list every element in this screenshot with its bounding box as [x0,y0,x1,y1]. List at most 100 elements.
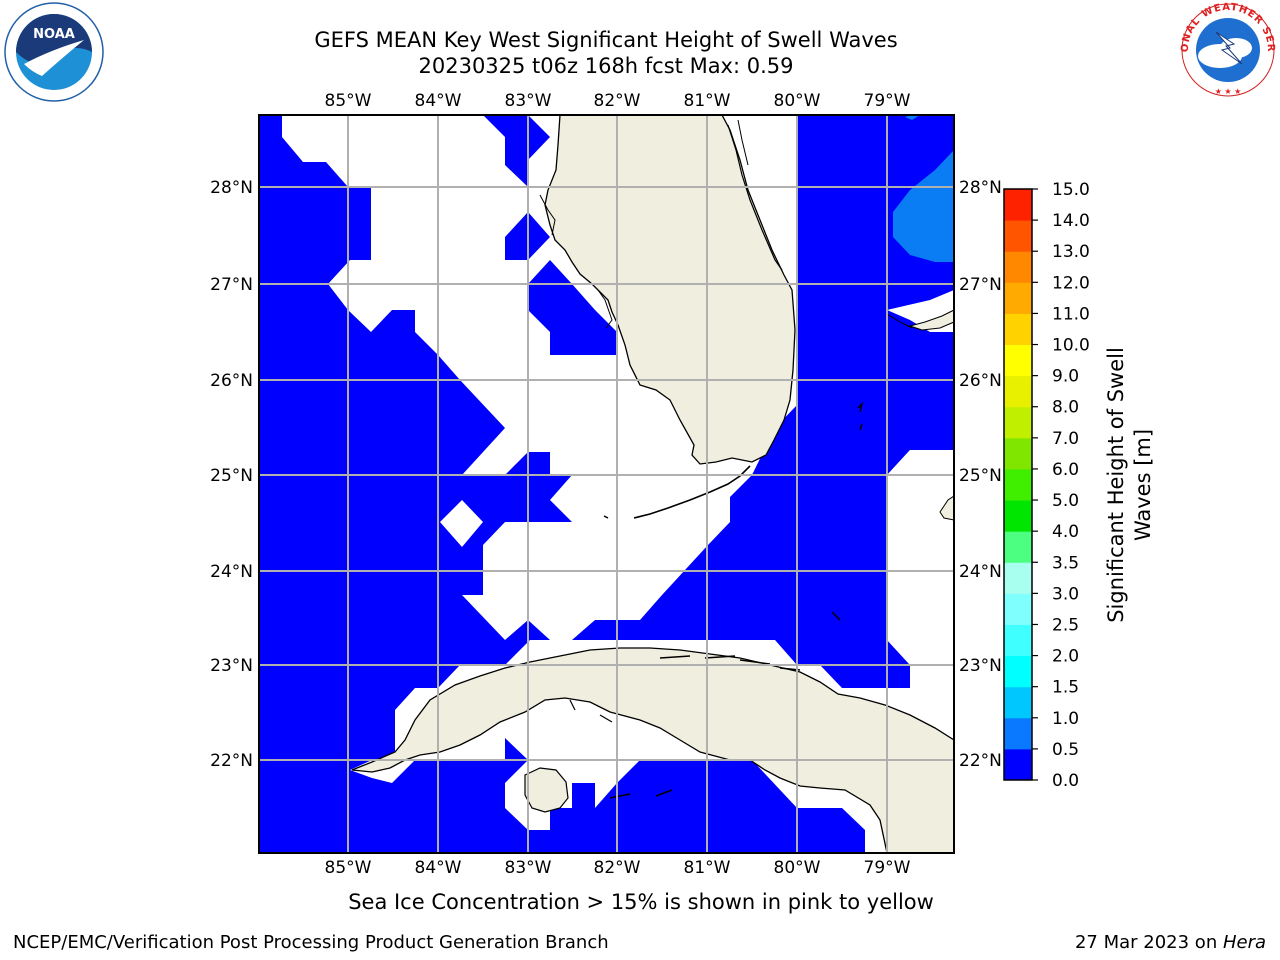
lon-label-top: 83°W [505,91,552,111]
land-cuba [351,647,954,853]
lon-labels-top: 85°W 84°W 83°W 82°W 81°W 80°W 79°W [325,91,911,111]
colorbar-segment [1004,562,1032,594]
footer-date-text: 27 Mar 2023 on [1074,932,1223,953]
lat-label-right: 24°N [959,562,1002,582]
colorbar-tick-label: 11.0 [1052,304,1090,324]
lat-label-right: 28°N [959,178,1002,198]
lat-label-left: 24°N [210,562,253,582]
florida-keys [633,465,751,519]
lon-label-bottom: 82°W [594,858,641,878]
bahamas-cays [857,401,864,431]
colorbar-tick-label: 8.0 [1052,398,1079,418]
colorbar-segment [1004,717,1032,750]
colorbar-segment [1004,251,1032,283]
svg-text:★ ★ ★: ★ ★ ★ [1215,87,1242,96]
colorbar-segment [1004,344,1032,377]
colorbar-frame [1003,188,1033,781]
lon-label-bottom: 84°W [415,858,462,878]
lat-labels-left: 28°N 27°N 26°N 25°N 24°N 23°N 22°N [210,178,253,771]
colorbar-tick-label: 7.0 [1052,429,1079,449]
lat-label-left: 28°N [210,178,253,198]
chart-subtitle: 20230325 t06z 168h fcst Max: 0.59 [418,54,794,78]
swell-hole-diamond [440,500,483,547]
lat-label-left: 23°N [210,656,253,676]
lon-label-top: 82°W [594,91,641,111]
colorbar-label-line-1: Significant Height of Swell [1104,347,1128,623]
colorbar-segment [1004,748,1032,781]
lon-label-bottom: 85°W [325,858,372,878]
colorbar-tick-label: 13.0 [1052,242,1090,262]
colorbar-segment [1004,437,1032,470]
colorbar-segment [1004,655,1032,688]
bahamas-andros-east [939,495,954,521]
colorbar-tick-label: 12.0 [1052,273,1090,293]
bahamas-coast [886,313,913,329]
cay-sal [831,611,841,621]
colorbar-tick-label: 1.0 [1052,709,1079,729]
lat-label-right: 25°N [959,466,1002,486]
colorbar-tick-label: 10.0 [1052,336,1090,356]
colorbar-segment [1004,282,1032,314]
colorbar-segment [1004,189,1032,221]
colorbar-tick-label: 2.0 [1052,647,1079,667]
lat-labels-right: 28°N 27°N 26°N 25°N 24°N 23°N 22°N [959,178,1002,771]
colorbar-tick-label: 14.0 [1052,211,1090,231]
lat-label-left: 26°N [210,371,253,391]
colorbar-tick-label: 0.5 [1052,740,1079,760]
chart-title: GEFS MEAN Key West Significant Height of… [314,28,898,52]
graticule [259,115,954,853]
colorbar-segment [1004,500,1032,532]
lat-label-right: 22°N [959,751,1002,771]
lat-label-left: 22°N [210,751,253,771]
colorbar-segment [1004,593,1032,625]
lon-label-top: 84°W [415,91,462,111]
colorbar-tick-label: 4.0 [1052,522,1079,542]
colorbar-tick-label: 6.0 [1052,460,1079,480]
land-bahamas [908,309,954,331]
swell-field-west [259,115,865,853]
coast-line-indian-river [727,124,783,271]
coast-line-charlotte [597,289,613,329]
swell-light-dot [905,115,920,120]
lat-label-left: 25°N [210,466,253,486]
map-frame [258,114,955,854]
lat-label-right: 23°N [959,656,1002,676]
noaa-logo: NOAA [4,2,104,102]
colorbar-tick-label: 1.5 [1052,678,1079,698]
colorbar-tick-label: 3.5 [1052,553,1079,573]
lon-label-bottom: 81°W [684,858,731,878]
coast-line-barrier [737,119,749,166]
colorbar-label-line-2: Waves [m] [1131,429,1155,541]
colorbar-tick-label: 0.0 [1052,771,1079,791]
colorbar-segment [1004,406,1032,439]
dry-tortugas [603,515,609,519]
colorbar-ticks: 0.0 0.5 1.0 1.5 2.0 2.5 3.0 3.5 4.0 5.0 6.0 7.0 8.0 9… [1032,180,1090,791]
colorbar-tick-label: 5.0 [1052,491,1079,511]
lat-label-right: 27°N [959,275,1002,295]
swell-hole-atlantic-coast [752,115,797,187]
colorbar-segment [1004,531,1032,563]
footer-branch: NCEP/EMC/Verification Post Processing Pr… [13,932,609,953]
lon-labels-bottom: 85°W 84°W 83°W 82°W 81°W 80°W 79°W [325,858,911,878]
lon-label-top: 80°W [774,91,821,111]
colorbar-tick-label: 15.0 [1052,180,1090,200]
cuba-north-cays [659,655,801,671]
footer-host: Hera [1222,932,1266,953]
cuba-inner-lakes [569,699,613,723]
lat-label-right: 26°N [959,371,1002,391]
colorbar-segment [1004,313,1032,346]
map-area [259,115,954,853]
svg-text:NOAA: NOAA [33,27,75,42]
lon-label-bottom: 83°W [505,858,552,878]
land-florida [544,115,796,465]
colorbar-segment [1004,468,1032,501]
colorbar-tick-label: 9.0 [1052,367,1079,387]
cuba-south-cays [609,789,673,799]
footer-date: 27 Mar 2023 on Hera [1075,932,1266,953]
colorbar-tick-label: 2.5 [1052,615,1079,635]
swell-field-straits [572,115,954,688]
nws-logo: NATIONAL WEATHER SERVICE ★ ★ ★ [1176,2,1275,97]
colorbar-segment [1004,624,1032,657]
swell-blob-north [483,115,550,187]
